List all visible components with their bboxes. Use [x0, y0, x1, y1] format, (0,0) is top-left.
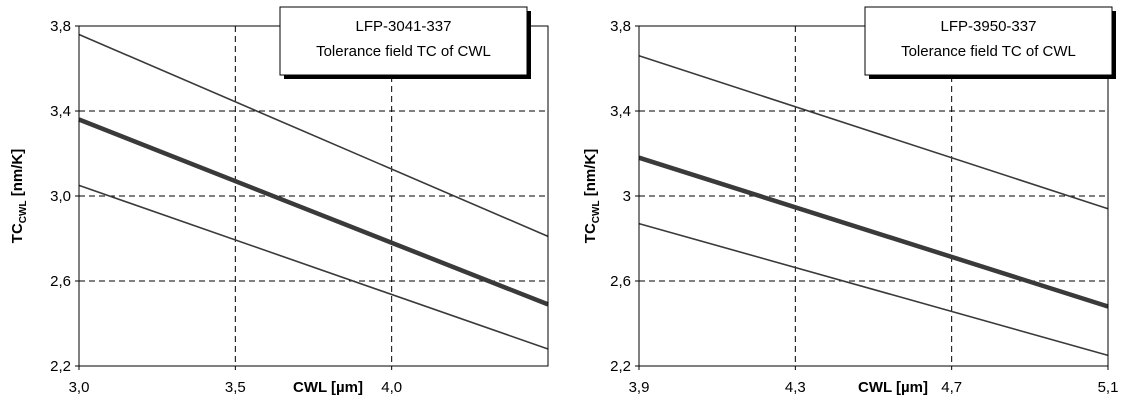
series-line-3: [638, 222, 1109, 357]
y-tick-label: 3,8: [50, 18, 71, 35]
legend-box: LFP-3041-337 Tolerance field TC of CWL: [279, 6, 531, 79]
y-tick-label: 3,8: [610, 18, 631, 35]
y-tick-label: 2,2: [50, 358, 71, 375]
legend-frame: [279, 6, 528, 76]
y-tick-label: 2,6: [50, 273, 71, 290]
gridlines: [79, 26, 548, 366]
x-tick-label: 3,9: [629, 379, 650, 396]
y-tick-label: 3,4: [610, 103, 631, 120]
legend-line-2: Tolerance field TC of CWL: [316, 43, 491, 60]
y-axis-label-main: TC: [582, 223, 599, 243]
y-tick-label: 3,4: [50, 103, 71, 120]
y-tick-label: 2,2: [610, 358, 631, 375]
series-line-2: [638, 155, 1109, 309]
x-tick-label: 4,7: [941, 379, 962, 396]
y-axis-label: TCCWL [nm/K]: [9, 149, 29, 243]
y-axis-label-main: TC: [9, 223, 26, 243]
x-axis-label: CWL [µm]: [858, 379, 928, 396]
x-tick-label: 4,0: [381, 379, 402, 396]
x-axis-label: CWL [µm]: [293, 379, 363, 396]
chart-right: 2,2 2,6 3 3,4 3,8 3,9 4,3 4,7 5,1 CWL [µm] TCCWL […: [582, 6, 1119, 396]
chart-left: 2,2 2,6 3,0 3,4 3,8 3,0 3,5 4,0 CWL [µm] TCCWL [n…: [9, 6, 549, 396]
x-tick-label: 5,1: [1098, 379, 1119, 396]
y-axis-label-unit: [nm/K]: [9, 149, 26, 201]
series-line-1: [638, 54, 1109, 210]
series-line-1: [78, 33, 549, 238]
y-tick-label: 3,0: [50, 188, 71, 205]
y-axis-label: TCCWL [nm/K]: [582, 149, 602, 243]
y-axis-label-subscript: CWL: [18, 200, 29, 223]
series-line-2: [78, 117, 549, 307]
y-axis-label-subscript: CWL: [591, 200, 602, 223]
y-tick-label: 3: [623, 188, 631, 205]
legend-line-1: LFP-3041-337: [356, 18, 452, 35]
x-tick-label: 3,5: [225, 379, 246, 396]
series-line-3: [78, 184, 549, 350]
y-axis-label-unit: [nm/K]: [582, 149, 599, 201]
legend-line-2: Tolerance field TC of CWL: [901, 43, 1076, 60]
x-tick-label: 4,3: [785, 379, 806, 396]
y-tick-label: 2,6: [610, 273, 631, 290]
legend-box: LFP-3950-337 Tolerance field TC of CWL: [864, 6, 1116, 79]
legend-frame: [864, 6, 1113, 76]
legend-line-1: LFP-3950-337: [941, 18, 1037, 35]
x-tick-label: 3,0: [69, 379, 90, 396]
